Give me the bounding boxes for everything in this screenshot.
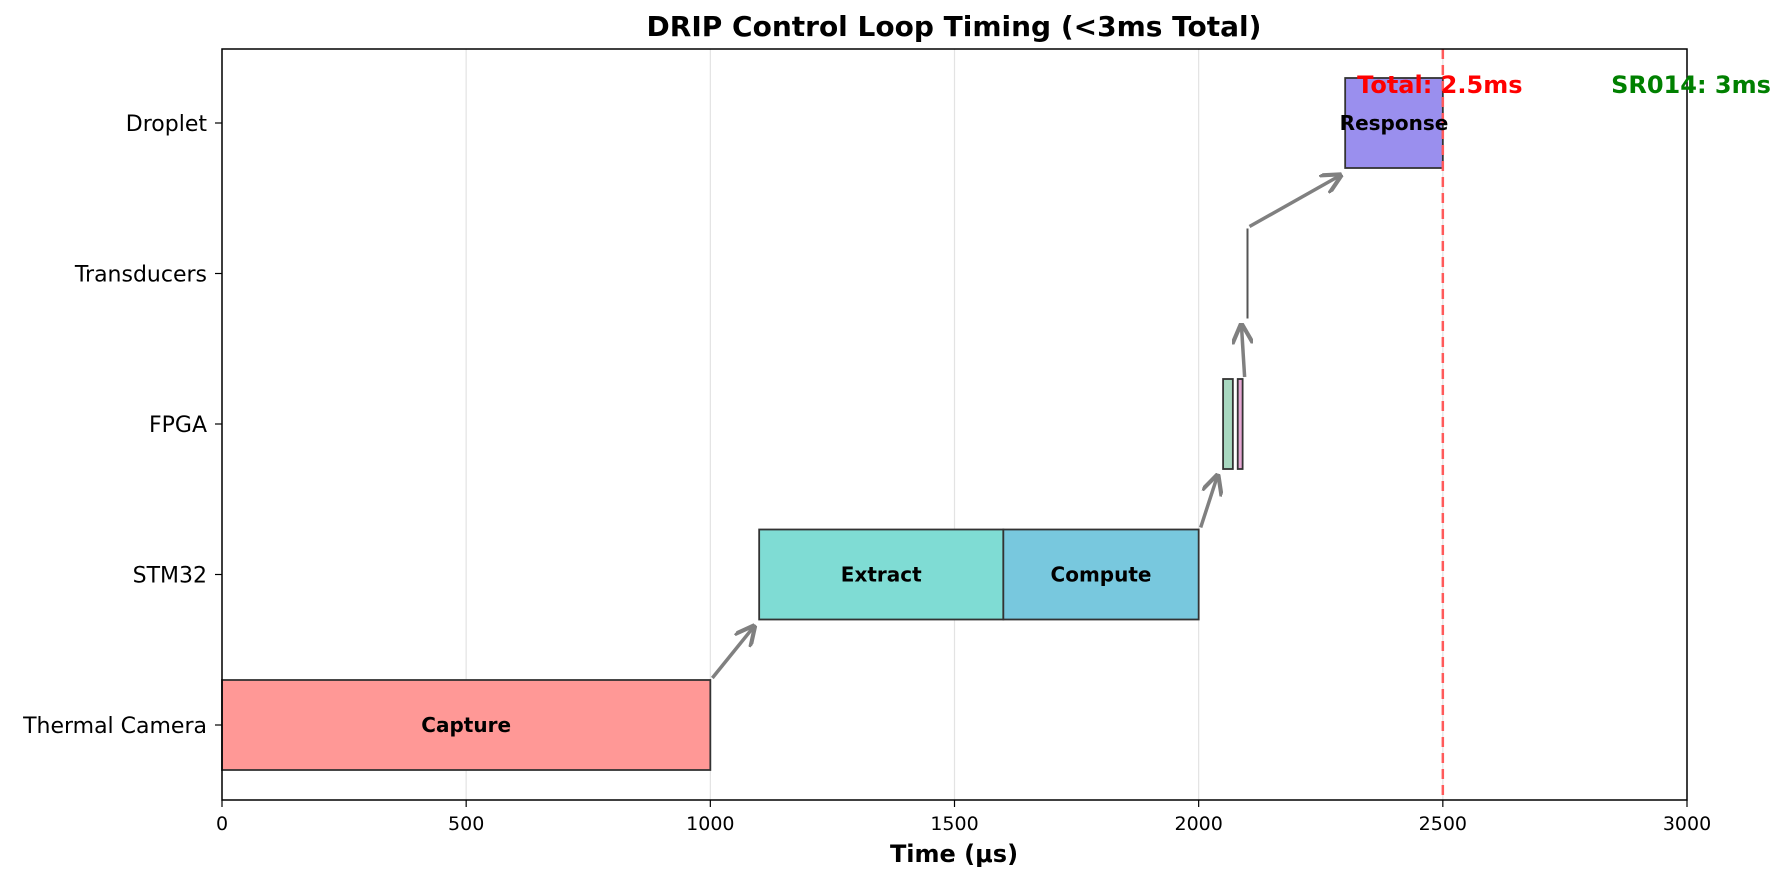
x-tick-label: 1500 — [930, 813, 978, 835]
y-tick-label: STM32 — [133, 564, 207, 589]
y-tick-label: Thermal Camera — [22, 714, 207, 739]
x-tick-label: 0 — [216, 813, 228, 835]
chart-title: DRIP Control Loop Timing (<3ms Total) — [647, 10, 1262, 43]
flow-arrow — [1242, 327, 1245, 378]
x-tick-label: 2000 — [1174, 813, 1222, 835]
y-tick-label: Transducers — [74, 263, 207, 288]
task-bar — [758, 528, 1005, 621]
x-tick-label: 2500 — [1419, 813, 1467, 835]
task-bar — [1002, 528, 1200, 621]
total-time-annotation: Total: 2.5ms — [1357, 71, 1522, 99]
task-bar — [1344, 77, 1444, 169]
x-axis-label: Time (μs) — [890, 840, 1018, 868]
task-bar-label: Extract — [841, 563, 922, 587]
y-tick-label: Droplet — [126, 112, 208, 137]
x-tick-label: 1000 — [686, 813, 734, 835]
y-tick-label: FPGA — [149, 413, 207, 438]
task-bar-label: Response — [1340, 111, 1449, 135]
x-tick-label: 500 — [448, 813, 484, 835]
flow-arrow — [1248, 176, 1340, 229]
task-bar-label: Capture — [421, 713, 511, 737]
task-bar — [1236, 378, 1244, 470]
task-bar-label: Compute — [1051, 563, 1152, 587]
x-tick-label: 3000 — [1663, 813, 1711, 835]
task-bar — [1222, 378, 1234, 470]
flow-arrow — [710, 628, 753, 680]
requirement-annotation: SR014: 3ms — [1611, 71, 1771, 99]
flow-arrow — [1199, 477, 1217, 529]
